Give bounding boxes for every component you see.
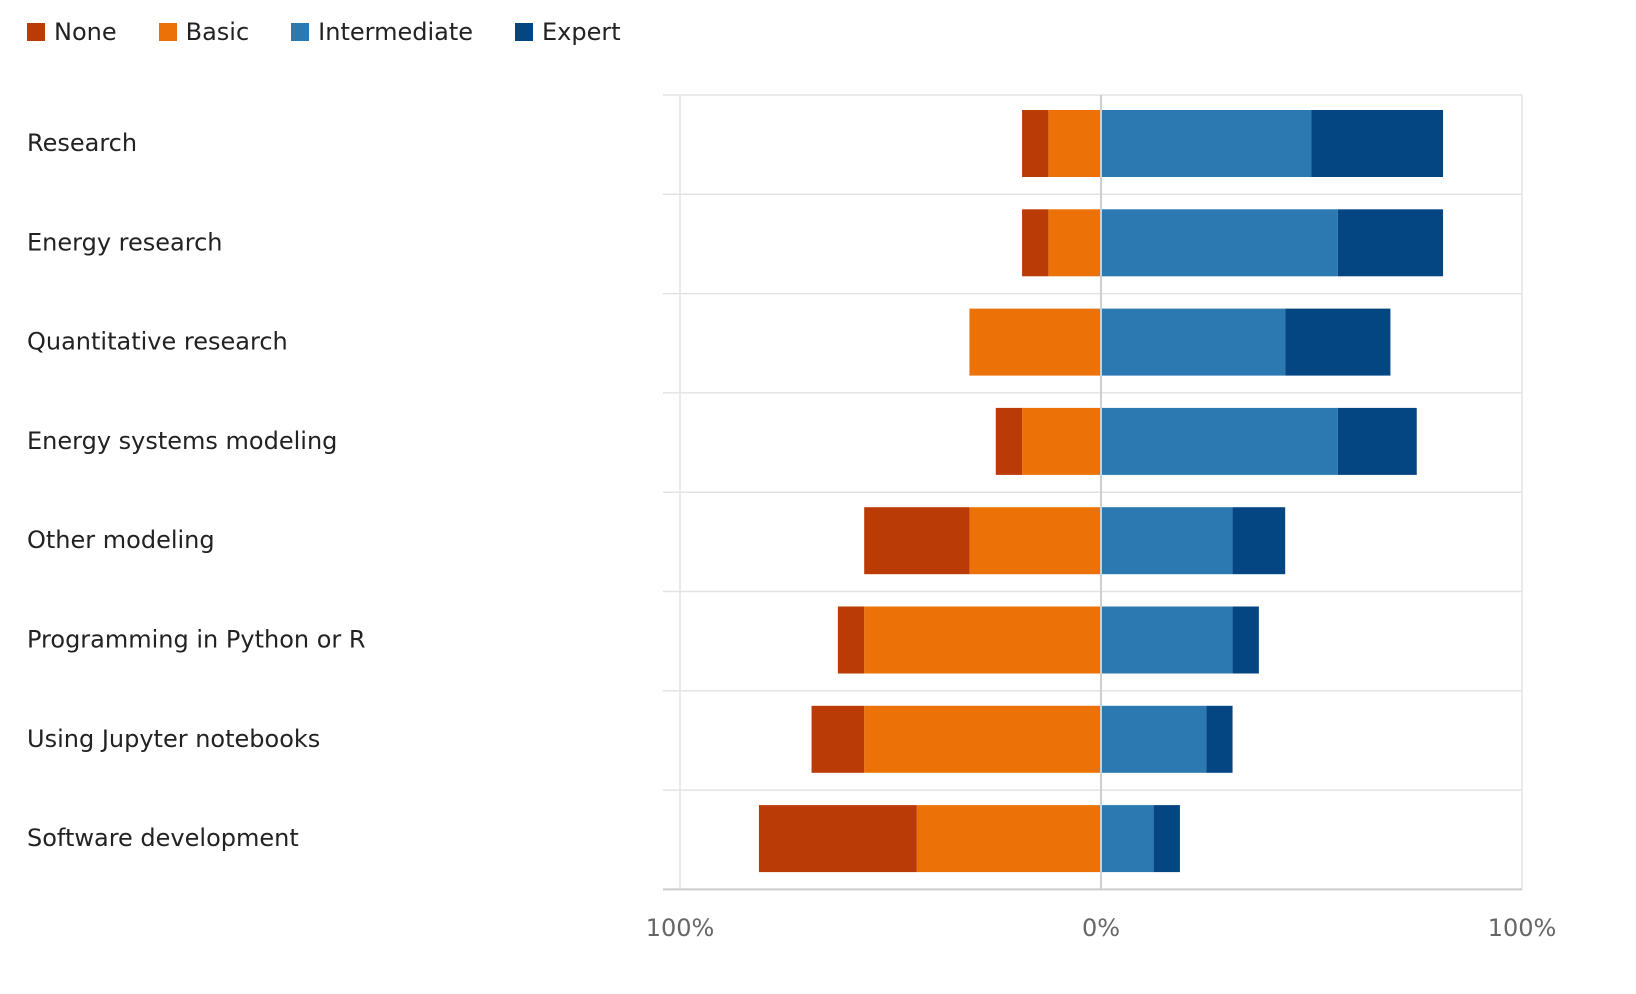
bar-expert	[1153, 805, 1180, 873]
bar-intermediate	[1101, 407, 1338, 475]
category-label: Energy systems modeling	[27, 427, 337, 455]
bar-intermediate	[1101, 705, 1207, 773]
bar-expert	[1311, 110, 1444, 177]
bar-none	[758, 805, 917, 873]
category-label: Energy research	[27, 228, 222, 256]
x-tick-label: 100%	[1488, 914, 1557, 942]
bar-expert	[1232, 606, 1259, 674]
bar-expert	[1337, 209, 1444, 277]
bar-basic	[969, 507, 1101, 575]
bar-basic	[864, 606, 1101, 674]
bar-expert	[1285, 308, 1391, 376]
bar-intermediate	[1101, 308, 1286, 376]
bar-none	[995, 407, 1023, 475]
bar-basic	[1048, 209, 1101, 277]
category-label: Software development	[27, 824, 299, 852]
bar-intermediate	[1101, 209, 1338, 277]
bar-expert	[1232, 507, 1286, 575]
category-label: Research	[27, 129, 137, 157]
category-label: Quantitative research	[27, 328, 288, 356]
bar-expert	[1337, 407, 1417, 475]
legend-label: Basic	[185, 18, 250, 46]
legend-swatch-expert	[515, 23, 534, 41]
legend-label: Intermediate	[318, 18, 474, 46]
bar-intermediate	[1101, 606, 1233, 674]
x-tick-label: 100%	[646, 914, 715, 942]
category-label: Using Jupyter notebooks	[27, 725, 320, 753]
bar-intermediate	[1101, 110, 1312, 177]
bar-basic	[1022, 407, 1101, 475]
x-tick-label: 0%	[1082, 914, 1120, 942]
bar-none	[837, 606, 865, 674]
legend-item-intermediate: Intermediate	[291, 18, 473, 46]
bar-none	[1022, 110, 1049, 177]
legend-swatch-basic	[158, 23, 177, 41]
legend-item-expert: Expert	[515, 18, 621, 46]
legend-swatch-intermediate	[291, 23, 310, 41]
bar-basic	[969, 308, 1101, 376]
legend-item-basic: Basic	[158, 18, 250, 46]
bar-intermediate	[1101, 507, 1233, 575]
category-label: Other modeling	[27, 526, 215, 554]
legend-label: None	[54, 18, 117, 46]
bar-none	[811, 705, 865, 773]
bar-expert	[1206, 705, 1233, 773]
bar-none	[1022, 209, 1049, 277]
legend-label: Expert	[542, 18, 621, 46]
legend-swatch-none	[27, 23, 45, 41]
bar-basic	[916, 805, 1101, 873]
bar-basic	[1048, 110, 1101, 177]
legend-item-none: None	[27, 18, 117, 46]
bar-intermediate	[1101, 805, 1154, 873]
category-label: Programming in Python or R	[27, 626, 366, 654]
bar-basic	[864, 705, 1101, 773]
chart-legend: None Basic Intermediate Expert	[27, 18, 663, 46]
bar-none	[864, 507, 970, 575]
